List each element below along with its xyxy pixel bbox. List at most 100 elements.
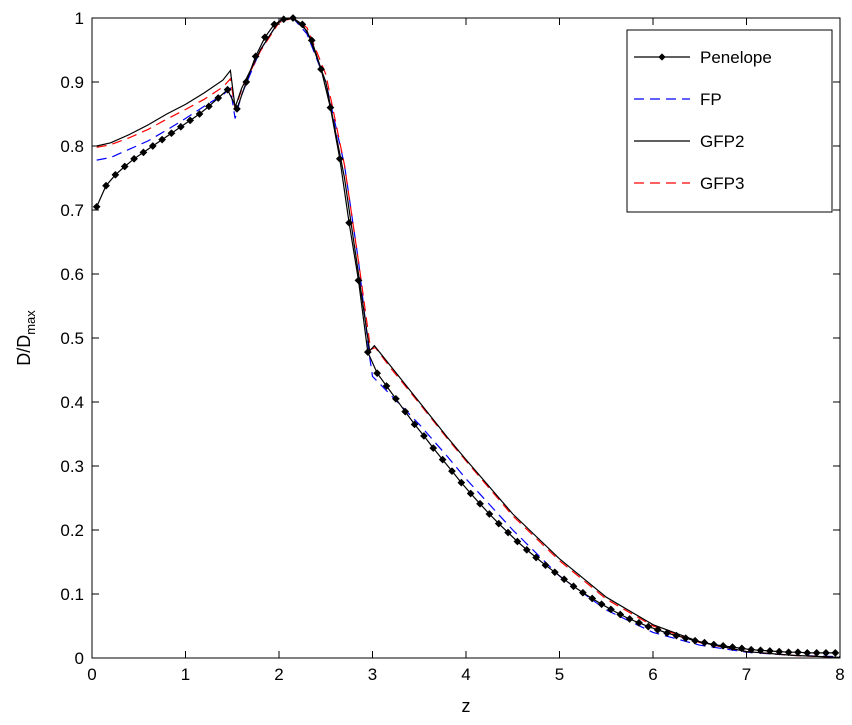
y-tick-label: 0.3 [60, 457, 84, 476]
penelope-point [102, 181, 110, 190]
penelope-point [737, 644, 746, 653]
penelope-point [504, 528, 513, 537]
legend-label-fp: FP [700, 90, 722, 109]
y-axis-label-subscript: max [23, 310, 38, 335]
penelope-point [232, 104, 241, 113]
penelope-point [663, 629, 671, 637]
penelope-point [775, 647, 784, 656]
penelope-point [130, 154, 139, 163]
x-tick-label: 8 [835, 665, 844, 684]
penelope-point [204, 102, 213, 111]
legend-box [626, 29, 833, 213]
penelope-point [747, 645, 756, 654]
y-tick-label: 0.2 [60, 521, 84, 540]
y-tick-label: 0.1 [60, 585, 84, 604]
legend-label-gfp2: GFP2 [700, 132, 744, 151]
penelope-point [588, 594, 597, 603]
penelope-point [438, 455, 447, 464]
penelope-point [700, 638, 709, 647]
penelope-point [345, 218, 354, 227]
penelope-point [606, 605, 615, 614]
penelope-point [391, 394, 400, 403]
penelope-point [317, 65, 326, 74]
penelope-point [784, 648, 793, 657]
penelope-point [672, 631, 681, 640]
penelope-point [691, 636, 700, 645]
penelope-point [494, 519, 503, 528]
x-tick-label: 6 [648, 665, 657, 684]
penelope-point [513, 537, 522, 546]
penelope-point [803, 648, 812, 657]
penelope-point [214, 94, 223, 102]
penelope-point [176, 122, 185, 131]
y-tick-label: 0.7 [60, 201, 84, 220]
penelope-point [373, 369, 382, 378]
penelope-point [298, 20, 307, 29]
penelope-point [532, 553, 541, 562]
penelope-point [448, 467, 456, 476]
x-tick-label: 1 [181, 665, 190, 684]
penelope-point [429, 444, 438, 453]
penelope-point [541, 561, 550, 570]
penelope-point [831, 648, 840, 657]
x-tick-label: 4 [461, 665, 470, 684]
penelope-point [307, 36, 316, 45]
legend-marker-penelope [658, 53, 666, 61]
penelope-point [728, 643, 737, 652]
penelope-point [139, 148, 148, 157]
penelope-point [569, 582, 578, 591]
penelope-point [597, 600, 606, 609]
penelope-point [363, 348, 372, 357]
penelope-point [560, 575, 569, 584]
penelope-point [382, 382, 391, 390]
y-axis-label: D/Dmax [14, 310, 38, 366]
penelope-point [354, 276, 363, 285]
legend-items: Penelope FP GFP2 GFP3 [634, 48, 772, 193]
penelope-point [476, 499, 484, 508]
y-tick-label: 0.5 [60, 329, 84, 348]
penelope-point [653, 625, 662, 634]
penelope-point [812, 648, 821, 657]
series-line-gfp3 [96, 17, 841, 658]
penelope-point [756, 646, 765, 655]
penelope-point [550, 568, 559, 577]
penelope-point [410, 420, 419, 429]
x-tick-label: 0 [87, 665, 96, 684]
legend-label-gfp3: GFP3 [700, 174, 744, 193]
y-tick-label: 0.4 [60, 393, 84, 412]
y-tick-label: 1 [75, 9, 84, 28]
penelope-point [242, 78, 251, 86]
y-tick-label: 0.9 [60, 73, 84, 92]
penelope-point [167, 129, 176, 138]
penelope-point [158, 135, 167, 144]
x-axis-label: z [462, 696, 471, 716]
x-tick-label: 7 [742, 665, 751, 684]
penelope-point [120, 162, 129, 171]
penelope-point [251, 52, 260, 61]
penelope-point [111, 170, 120, 179]
penelope-point [401, 407, 410, 416]
penelope-point [195, 110, 204, 118]
penelope-point [709, 640, 718, 649]
penelope-point [681, 634, 690, 643]
penelope-point [457, 478, 466, 487]
x-tick-label: 3 [368, 665, 377, 684]
y-tick-label: 0.8 [60, 137, 84, 156]
penelope-point [335, 154, 344, 163]
penelope-point [644, 622, 653, 631]
penelope-point [270, 20, 279, 29]
penelope-point [261, 33, 269, 42]
penelope-point [466, 489, 475, 498]
x-tick-label: 5 [555, 665, 564, 684]
penelope-point [822, 648, 830, 657]
x-axis-ticks: 0 1 2 3 4 5 6 7 8 [87, 18, 845, 684]
markers-layer [92, 14, 840, 657]
penelope-point [186, 116, 195, 125]
penelope-point [223, 85, 232, 94]
penelope-point [616, 610, 625, 619]
series-line-gfp2 [96, 17, 841, 658]
penelope-point [485, 510, 494, 518]
penelope-point [793, 648, 802, 657]
penelope-point [625, 615, 634, 623]
